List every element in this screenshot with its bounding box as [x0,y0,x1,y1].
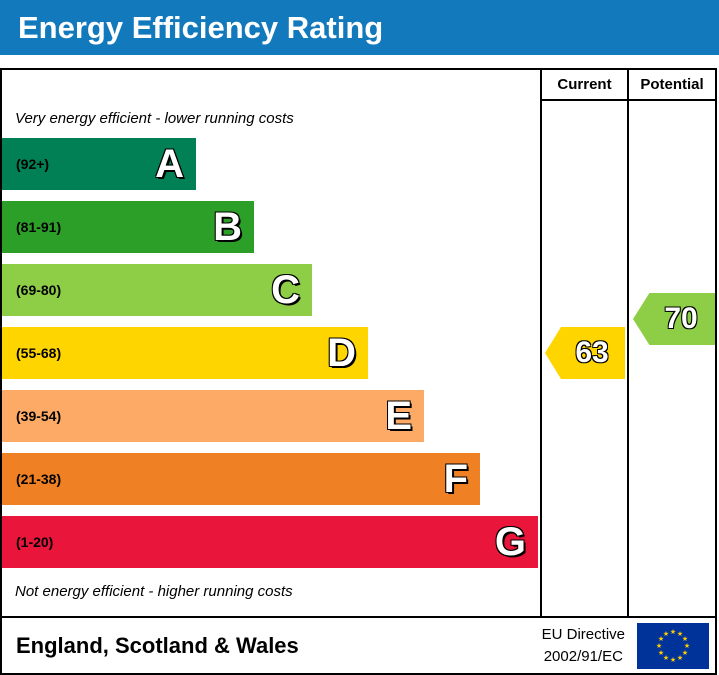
eu-flag-icon: ★ ★ ★ ★ ★ ★ ★ ★ ★ ★ ★ ★ [637,622,709,669]
potential-rating-arrow: 70 [633,293,715,345]
footer-bar: England, Scotland & Wales EU Directive 2… [0,616,717,675]
column-header-current: Current [542,70,627,101]
page-title: Energy Efficiency Rating [18,10,384,45]
column-divider-potential [627,70,629,616]
svg-text:★: ★ [656,642,662,650]
svg-text:★: ★ [682,649,688,657]
title-bar: Energy Efficiency Rating [0,0,719,55]
band-range: (55-68) [16,345,62,361]
svg-text:★: ★ [677,630,683,638]
bottom-note: Not energy efficient - higher running co… [15,583,293,600]
band-letter: C [271,268,300,312]
svg-text:★: ★ [658,635,664,643]
current-rating-value: 63 [575,336,609,369]
band-range: (1-20) [16,534,54,550]
band-row-b: (81-91) B [2,201,254,253]
band-range: (81-91) [16,219,62,235]
band-row-f: (21-38) F [2,453,480,505]
eu-directive-label: EU Directive 2002/91/EC [542,624,625,668]
epc-chart: Current Potential Very energy efficient … [0,68,717,618]
band-range: (69-80) [16,282,62,298]
svg-text:★: ★ [682,635,688,643]
svg-text:★: ★ [658,649,664,657]
svg-text:★: ★ [663,654,669,662]
svg-text:★: ★ [677,654,683,662]
band-row-d: (55-68) D [2,327,368,379]
band-row-a: (92+) A [2,138,196,190]
band-letter: A [155,142,184,186]
band-row-e: (39-54) E [2,390,424,442]
band-row-c: (69-80) C [2,264,312,316]
svg-text:★: ★ [663,630,669,638]
band-letter: B [213,205,242,249]
svg-text:★: ★ [670,628,676,636]
footer-region-label: England, Scotland & Wales [16,632,299,658]
band-range: (39-54) [16,408,62,424]
band-letter: F [443,457,468,501]
rating-bands: (92+) A (81-91) B (69-80) C (55-68) D (3… [2,138,538,579]
band-row-g: (1-20) G [2,516,538,568]
top-note: Very energy efficient - lower running co… [15,110,294,127]
eu-directive-line2: 2002/91/EC [543,647,623,665]
svg-text:★: ★ [684,642,690,650]
band-letter: G [494,520,526,564]
current-rating-arrow: 63 [545,327,625,379]
svg-text:★: ★ [670,656,676,664]
band-letter: E [385,394,412,438]
band-range: (21-38) [16,471,62,487]
column-header-potential: Potential [629,70,715,101]
potential-rating-value: 70 [664,302,698,335]
band-letter: D [327,331,356,375]
eu-directive-line1: EU Directive [541,625,625,643]
column-divider-current [540,70,542,616]
band-range: (92+) [16,156,50,172]
